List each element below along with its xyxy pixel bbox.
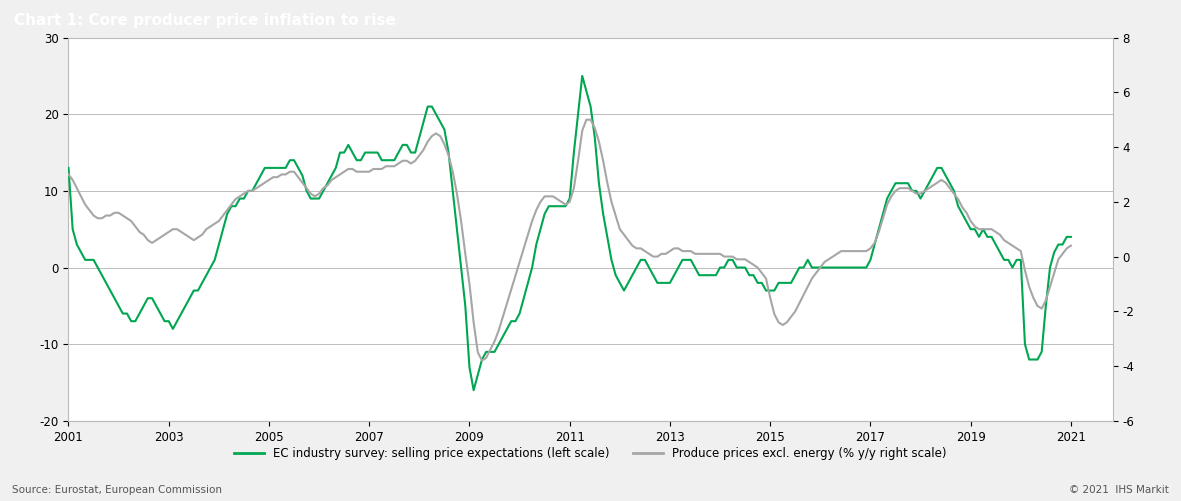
Text: Source: Eurostat, European Commission: Source: Eurostat, European Commission <box>12 485 222 495</box>
Text: Chart 1: Core producer price inflation to rise: Chart 1: Core producer price inflation t… <box>14 13 396 28</box>
Text: © 2021  IHS Markit: © 2021 IHS Markit <box>1069 485 1169 495</box>
Legend: EC industry survey: selling price expectations (left scale), Produce prices excl: EC industry survey: selling price expect… <box>229 442 952 465</box>
